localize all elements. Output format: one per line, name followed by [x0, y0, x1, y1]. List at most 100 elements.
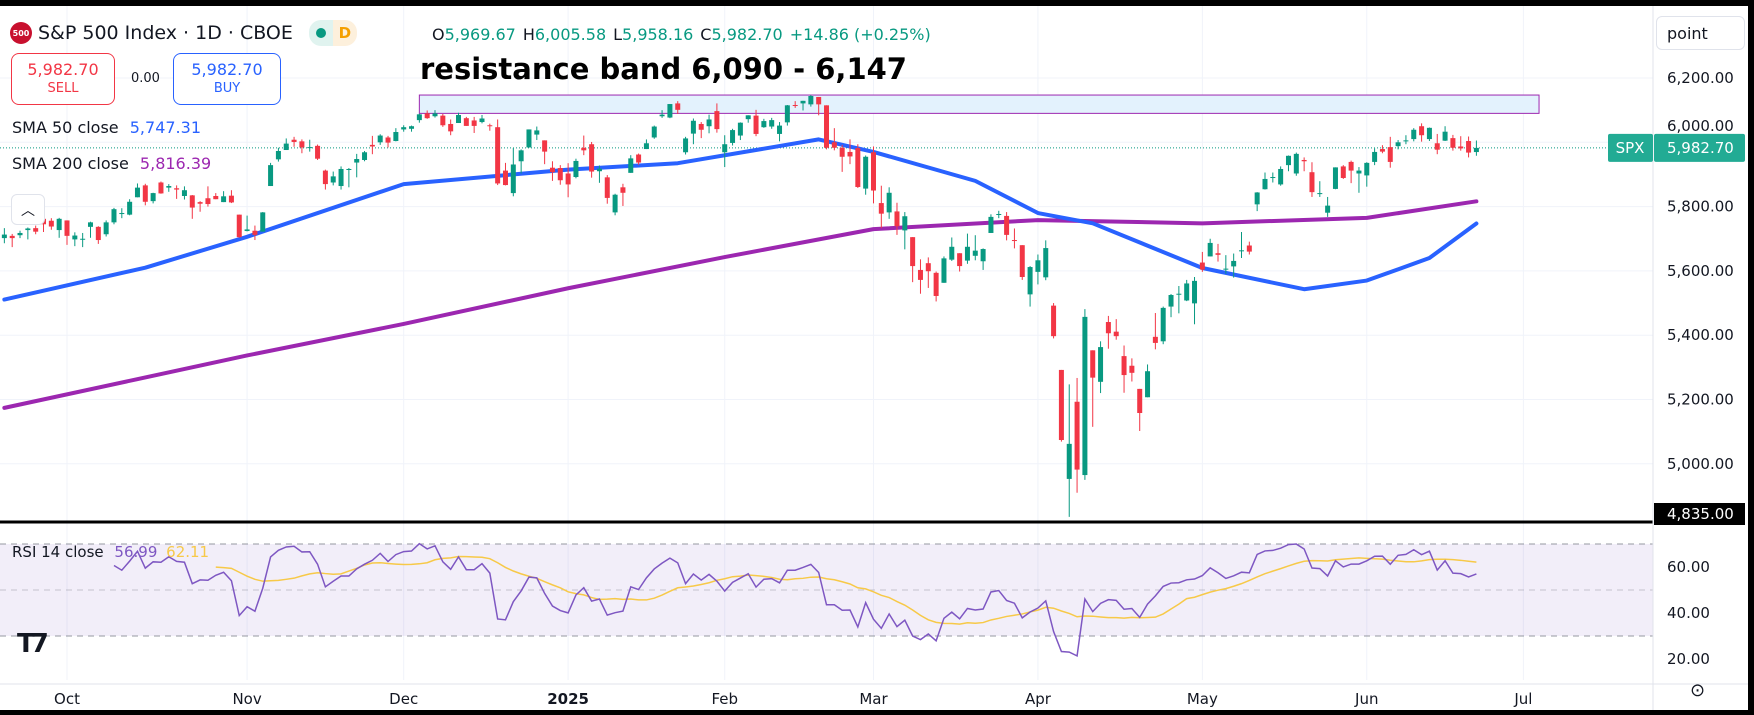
candle	[72, 232, 78, 247]
candle-body	[322, 170, 328, 185]
last-price-tag-bg	[1654, 133, 1745, 162]
candle	[1105, 315, 1111, 349]
candle	[432, 110, 438, 118]
sell-label: SELL	[47, 81, 79, 96]
candle	[1192, 277, 1198, 325]
time-tick-label: Jul	[1513, 690, 1532, 708]
scale-mode-button[interactable]: point	[1656, 16, 1745, 50]
candle-body	[777, 125, 783, 134]
candle-body	[142, 185, 148, 202]
candle	[1129, 358, 1135, 382]
candle	[95, 226, 101, 244]
candle	[542, 140, 548, 165]
candle	[1395, 140, 1401, 150]
candle-body	[1121, 356, 1127, 376]
symbol-title[interactable]: S&P 500 Index · 1D · CBOE	[38, 22, 293, 44]
candle	[510, 148, 516, 197]
candle-body	[1450, 138, 1456, 148]
candle	[753, 109, 759, 137]
candle	[1184, 279, 1190, 302]
sell-button[interactable]: 5,982.70 SELL	[11, 53, 115, 105]
candle-body	[894, 211, 900, 227]
candle-body	[1160, 307, 1166, 342]
candle	[1160, 306, 1166, 345]
candle-body	[103, 222, 109, 235]
candle-body	[1434, 143, 1440, 150]
candle	[142, 183, 148, 206]
time-tick-label: Feb	[711, 690, 738, 708]
candle	[448, 119, 454, 136]
candle	[745, 115, 751, 123]
candle-body	[925, 263, 931, 272]
price-tick-label: 5,400.00	[1667, 326, 1734, 344]
collapse-legend-button[interactable]: ︿	[11, 194, 45, 225]
candle	[48, 218, 54, 230]
candle	[1387, 136, 1393, 168]
candle	[416, 113, 422, 123]
candle	[111, 207, 117, 225]
tradingview-logo[interactable]: T7	[17, 629, 49, 659]
candle-body	[385, 137, 391, 143]
candle	[894, 202, 900, 235]
candle-body	[463, 118, 469, 126]
symbol-header[interactable]: 500 S&P 500 Index · 1D · CBOE D	[10, 20, 357, 46]
candle-body	[761, 121, 767, 128]
candle	[1278, 166, 1284, 186]
candle-body	[158, 182, 164, 194]
candle-body	[1411, 129, 1417, 140]
candle-body	[589, 144, 595, 172]
candle	[1074, 377, 1080, 493]
candle	[307, 139, 313, 152]
rsi-tick-label: 60.00	[1667, 558, 1710, 576]
settings-eye-icon[interactable]: ⊙	[1690, 680, 1706, 701]
candle-body	[941, 258, 947, 283]
candle-body	[675, 103, 681, 110]
candle-body	[565, 173, 571, 185]
candle	[479, 114, 485, 124]
candle-body	[1317, 193, 1323, 195]
candle-body	[542, 140, 548, 152]
candle	[64, 220, 70, 245]
candle-body	[792, 105, 798, 107]
buy-button[interactable]: 5,982.70 BUY	[173, 53, 281, 105]
candle-body	[1145, 371, 1151, 398]
rsi-legend[interactable]: RSI 14 close 56.99 62.11	[12, 543, 209, 561]
candle-body	[972, 250, 978, 256]
candle	[1137, 388, 1143, 432]
candle	[158, 181, 164, 194]
candle	[596, 165, 602, 183]
candle-body	[221, 196, 227, 203]
candle	[166, 184, 172, 192]
price-tick-label: 5,000.00	[1667, 455, 1734, 473]
resistance-annotation[interactable]: resistance band 6,090 - 6,147	[420, 52, 907, 86]
sell-price: 5,982.70	[27, 60, 99, 79]
candle	[362, 150, 368, 162]
candle	[980, 248, 986, 270]
candle	[730, 128, 736, 146]
candle	[1231, 253, 1237, 278]
market-status[interactable]: D	[308, 20, 357, 46]
candle	[17, 230, 23, 239]
candle	[1051, 303, 1057, 339]
candle-body	[1168, 295, 1174, 307]
candle-body	[416, 114, 422, 121]
candle-body	[534, 130, 540, 135]
candle	[1176, 286, 1182, 314]
candle	[150, 192, 156, 204]
candle-body	[1113, 331, 1119, 337]
candle	[964, 233, 970, 264]
candle-body	[1129, 365, 1135, 373]
candle	[189, 195, 195, 219]
low-price-label: 4,835.00	[1667, 505, 1734, 523]
sma50-legend[interactable]: SMA 50 close 5,747.31	[12, 118, 201, 137]
candle-body	[784, 105, 790, 123]
candle-body	[134, 187, 140, 198]
candle-body	[432, 113, 438, 117]
sma200-legend[interactable]: SMA 200 close 5,816.39	[12, 154, 211, 173]
candle-body	[651, 126, 657, 138]
candle-body	[643, 143, 649, 150]
candle-body	[573, 160, 579, 178]
price-tick-label: 6,000.00	[1667, 117, 1734, 135]
candle-body	[1066, 443, 1072, 479]
chart-canvas[interactable]: 6,200.00 6,000.00 5,800.00 5,600.00 5,400.00…	[0, 6, 1748, 710]
